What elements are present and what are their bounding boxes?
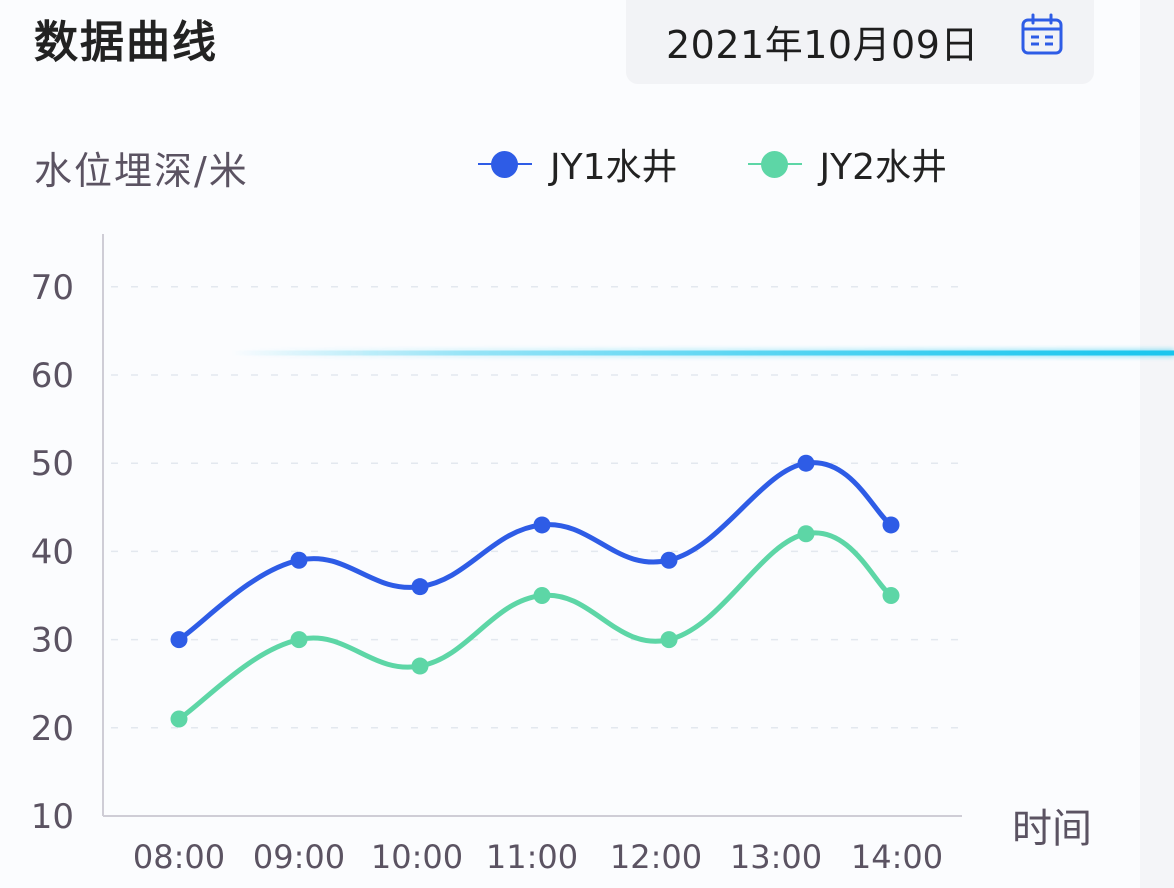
y-tick-label: 70 [31, 268, 74, 308]
y-tick-labels: 10 20 30 40 50 60 70 [31, 268, 74, 837]
x-tick-labels: 08:00 09:00 10:00 11:00 12:00 13:00 14:00 [133, 838, 943, 876]
series-2 [170, 525, 900, 728]
reference-line-bar [230, 350, 1174, 356]
x-tick-label: 09:00 [253, 838, 345, 876]
right-edge-panel [1140, 0, 1174, 888]
x-tick-label: 08:00 [133, 838, 225, 876]
y-tick-label: 60 [31, 356, 74, 396]
y-axis-label: 水位埋深/米 [34, 149, 249, 193]
chart-legend: JY1水井 JY2水井 [478, 138, 947, 190]
axes [102, 234, 962, 817]
legend-item-jy2[interactable]: JY2水井 [747, 138, 948, 190]
data-point[interactable] [170, 710, 188, 728]
legend-label-jy1: JY1水井 [550, 147, 678, 188]
data-point[interactable] [411, 578, 429, 596]
date-value: 2021年10月09日 [666, 23, 979, 67]
x-tick-label: 13:00 [730, 838, 822, 876]
y-tick-label: 10 [31, 797, 74, 837]
x-tick-label: 10:00 [371, 838, 463, 876]
y-tick-label: 30 [31, 621, 74, 661]
data-point[interactable] [290, 551, 308, 569]
date-picker[interactable]: 2021年10月09日 [626, 0, 1094, 84]
data-point[interactable] [797, 454, 815, 472]
legend-item-jy1[interactable]: JY1水井 [478, 138, 678, 190]
data-point[interactable] [290, 631, 308, 649]
calendar-icon[interactable] [1020, 12, 1064, 56]
y-tick-label: 50 [31, 444, 74, 484]
series-1 [170, 454, 900, 649]
reference-line [230, 349, 1174, 357]
data-point[interactable] [411, 657, 429, 675]
grid-lines [111, 286, 962, 729]
data-point[interactable] [533, 587, 551, 604]
series-line [176, 530, 894, 722]
x-axis-label: 时间 [1012, 806, 1092, 852]
legend-marker-jy2-icon [747, 149, 802, 179]
series-lines [170, 454, 900, 728]
x-tick-label: 11:00 [486, 838, 578, 876]
data-point[interactable] [660, 631, 678, 649]
legend-label-jy2: JY2水井 [819, 147, 948, 188]
legend-marker-jy1-icon [478, 149, 532, 179]
data-point[interactable] [882, 587, 900, 604]
page-title: 数据曲线 [34, 17, 218, 68]
y-tick-label: 40 [31, 532, 74, 572]
data-point[interactable] [797, 525, 815, 543]
data-point[interactable] [660, 551, 678, 569]
data-point[interactable] [533, 516, 551, 534]
x-tick-label: 12:00 [610, 838, 702, 876]
x-tick-label: 14:00 [851, 838, 943, 876]
data-point[interactable] [882, 516, 900, 534]
y-tick-label: 20 [31, 709, 74, 749]
data-point[interactable] [170, 631, 188, 649]
